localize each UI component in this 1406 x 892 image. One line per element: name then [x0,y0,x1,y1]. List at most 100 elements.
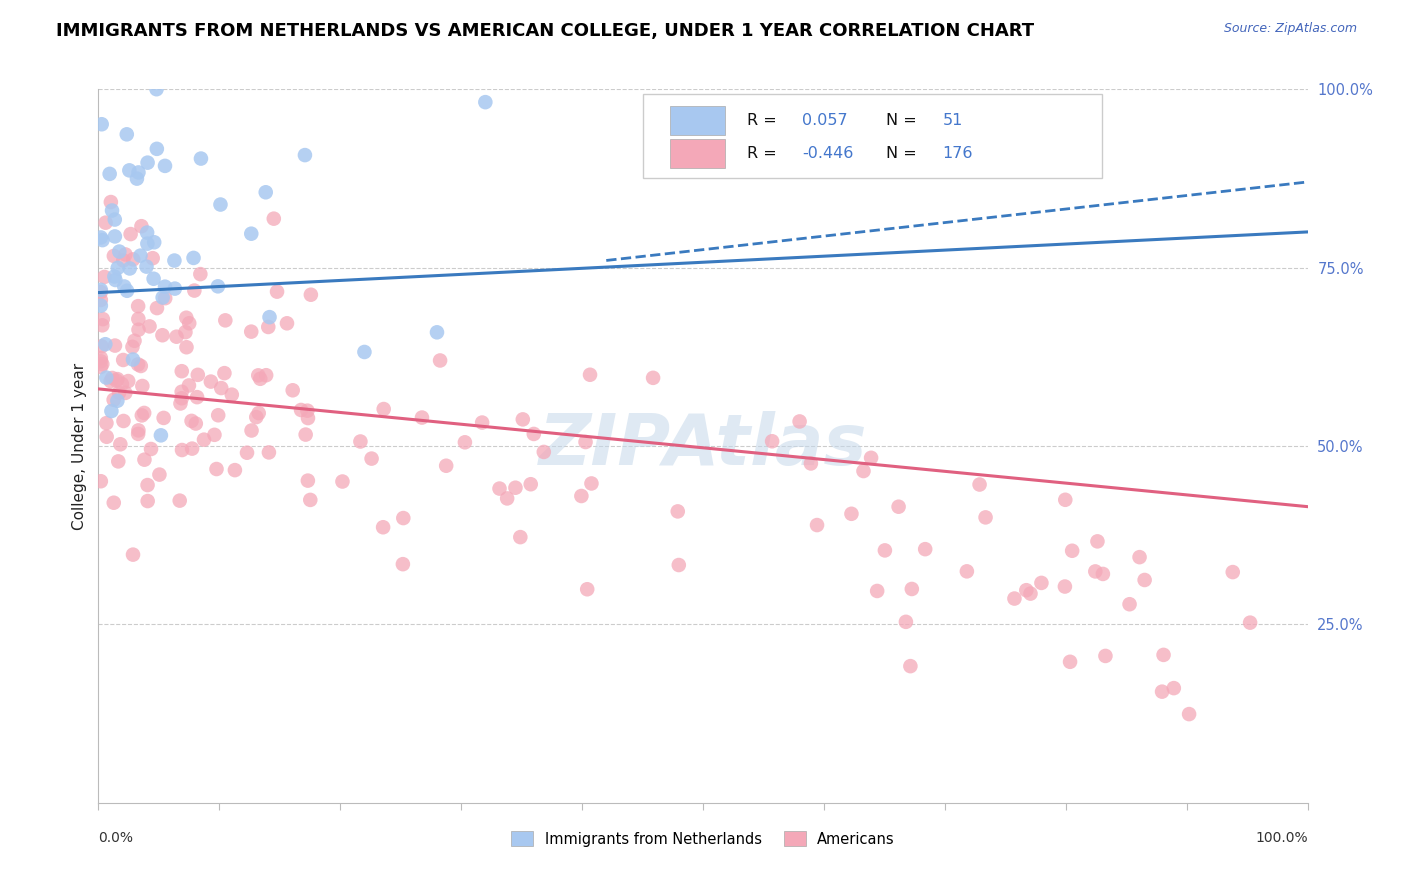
Point [112,353,135,368]
Point [90,474,112,488]
Point [761,434,783,449]
Point [190,152,212,166]
Point [90,351,112,365]
Point [1239,615,1261,630]
Text: 0.057: 0.057 [803,113,848,128]
Point [297,474,319,488]
Point [114,247,136,261]
Point [155,291,177,305]
Point [1091,566,1114,581]
Point [429,353,451,368]
Point [104,338,127,352]
Point [1004,591,1026,606]
Point [505,481,527,495]
Point [392,557,415,571]
Point [135,260,157,274]
Point [114,385,136,400]
Point [118,261,141,276]
Point [107,260,129,275]
Point [512,412,534,426]
Point [146,142,169,156]
Point [124,334,146,348]
Point [574,435,596,450]
Point [841,507,863,521]
Point [136,226,159,240]
Point [186,390,208,404]
Point [207,279,229,293]
Point [125,171,148,186]
Point [184,417,207,431]
Point [96,416,118,430]
Point [101,371,124,385]
Point [96,430,118,444]
Point [149,428,172,442]
Point [294,427,316,442]
Point [894,615,917,629]
Point [127,165,149,179]
Point [143,235,166,250]
Point [969,477,991,491]
Point [789,414,811,428]
Point [392,511,415,525]
Point [956,565,979,579]
Point [254,368,277,383]
Point [297,403,319,417]
Point [221,387,243,401]
Point [1059,655,1081,669]
Point [104,229,127,244]
Point [100,374,122,388]
Point [170,384,193,399]
Text: 51: 51 [942,113,963,128]
Point [1019,586,1042,600]
Point [180,414,202,428]
Point [103,496,125,510]
Point [94,216,117,230]
Point [426,326,449,340]
Point [139,442,162,456]
Point [170,443,193,458]
Point [146,301,169,315]
Point [1153,648,1175,662]
Bar [671,139,724,168]
Point [98,167,121,181]
Point [93,269,115,284]
Text: N =: N = [886,113,917,128]
Text: IMMIGRANTS FROM NETHERLANDS VS AMERICAN COLLEGE, UNDER 1 YEAR CORRELATION CHART: IMMIGRANTS FROM NETHERLANDS VS AMERICAN … [56,22,1035,40]
Point [90,230,112,244]
Point [121,340,143,354]
Point [240,227,263,241]
Point [193,433,215,447]
Point [136,478,159,492]
Point [104,212,127,227]
Point [434,458,457,473]
Point [240,424,263,438]
Point [177,378,200,392]
Point [533,445,555,459]
Point [127,426,149,441]
Point [360,451,382,466]
Point [873,543,896,558]
Point [349,434,371,449]
Point [117,374,139,388]
Point [170,391,193,405]
Point [142,271,165,285]
Point [101,203,124,218]
Point [1222,565,1244,579]
Point [112,414,135,428]
Point [107,372,129,386]
Point [866,584,889,599]
Point [245,410,267,425]
Point [136,155,159,169]
Point [900,659,922,673]
Point [166,329,188,343]
Text: N =: N = [886,146,917,161]
Point [122,548,145,562]
Point [454,435,477,450]
Point [523,426,546,441]
Point [94,337,117,351]
Point [163,253,186,268]
Point [887,500,910,514]
Point [214,366,236,380]
Point [91,318,114,333]
Point [581,476,603,491]
